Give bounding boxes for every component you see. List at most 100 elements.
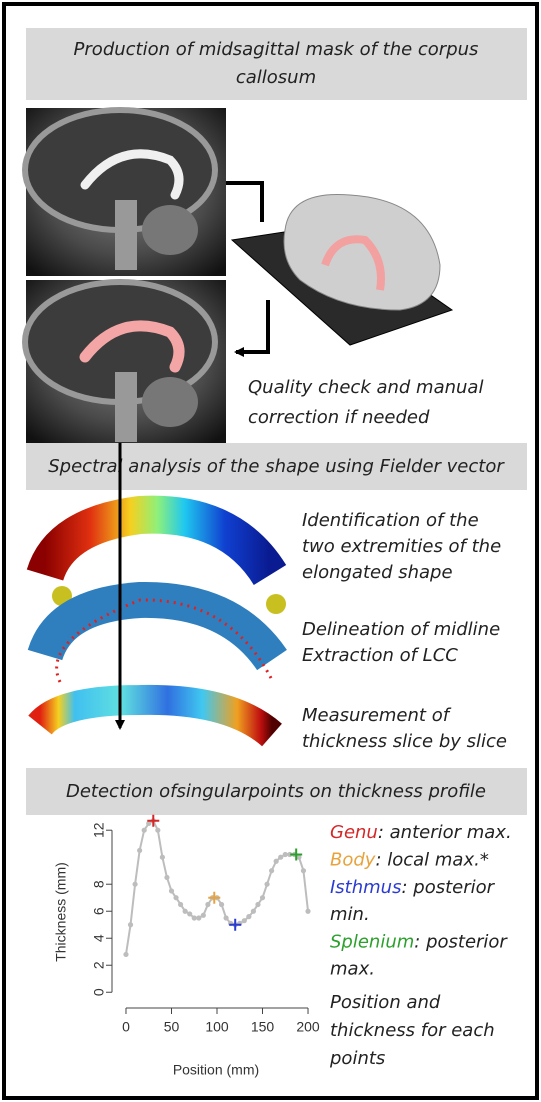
point-name: Body — [330, 850, 376, 871]
singular-point — [290, 848, 303, 861]
legend-entry: Body: local max.* — [330, 850, 489, 871]
profile-point — [182, 908, 188, 914]
point-desc: : anterior max. — [378, 822, 512, 843]
singular-point — [208, 891, 221, 904]
point-desc: max. — [330, 959, 375, 980]
arrow — [234, 300, 270, 357]
text-line: elongated shape — [302, 562, 453, 583]
header-3: Detection ofsingularpoints on thickness … — [66, 781, 486, 802]
profile-point — [223, 915, 229, 921]
singular-point — [147, 814, 160, 827]
point-name: Genu — [330, 822, 378, 843]
text-line: Production of midsagittal mask of the co… — [74, 39, 479, 60]
x-tick-label: 0 — [122, 1019, 130, 1035]
x-tick-label: 200 — [296, 1019, 320, 1035]
profile-point — [146, 820, 152, 827]
cc-midline — [27, 581, 287, 671]
profile-point — [218, 901, 225, 908]
profile-point — [278, 854, 284, 860]
point-desc: : local max.* — [375, 850, 488, 871]
y-axis-label: Thickness (mm) — [53, 862, 69, 962]
profile-point — [196, 915, 202, 921]
header-box — [26, 28, 527, 100]
text-line: thickness slice by slice — [302, 731, 507, 752]
text-line: Extraction of LCC — [302, 645, 458, 666]
text-line: callosum — [236, 67, 316, 88]
thickness-chart: 0 2 4 6 8 12 0 50 100 150 200 Thickness (mm) Positio… — [53, 814, 320, 1078]
profile-point — [127, 922, 134, 928]
x-tick-label: 150 — [251, 1019, 275, 1035]
header-box — [26, 768, 527, 815]
steps: Identification of the two extremities of … — [302, 510, 507, 752]
profile-point — [287, 851, 293, 858]
mri-image — [22, 107, 226, 276]
text-line: points — [329, 1048, 385, 1069]
text-line: Detection ofsingularpoints on thickness … — [66, 781, 486, 802]
text-line: correction if needed — [248, 407, 430, 428]
point-desc: min. — [330, 904, 370, 925]
y-tick-label: 12 — [91, 822, 107, 838]
profile-point — [123, 951, 129, 958]
text-line: thickness for each — [330, 1020, 495, 1041]
point-name: Splenium — [330, 932, 414, 953]
profile-point — [164, 874, 170, 881]
profile-point — [305, 908, 311, 914]
x-tick-label: 100 — [205, 1019, 229, 1035]
profile-point — [205, 901, 211, 908]
profile-point — [300, 868, 307, 874]
profile-point — [137, 847, 143, 854]
profile-point — [250, 908, 257, 914]
legend-entry: Genu: anterior max. — [330, 822, 512, 843]
profile-point — [177, 901, 184, 908]
cc-thickness — [28, 684, 282, 747]
quality-note: Quality check and manual correction if ne… — [248, 377, 483, 428]
y-tick-label: 6 — [91, 907, 107, 915]
text-line: Quality check and manual — [248, 377, 483, 398]
profile-point — [168, 888, 175, 894]
profile-point — [241, 918, 247, 924]
y-tick-label: 8 — [91, 880, 107, 888]
profile-point — [259, 895, 266, 901]
profile-point — [159, 854, 165, 860]
x-axis-label: Position (mm) — [173, 1062, 259, 1078]
profile-point — [173, 895, 179, 901]
y-tick-label: 2 — [91, 961, 107, 969]
text-line: Spectral analysis of the shape using Fie… — [48, 456, 505, 477]
profile-point — [187, 911, 193, 917]
cc-fiedler — [26, 495, 287, 586]
profile-point — [296, 854, 302, 860]
profile-line — [124, 819, 310, 955]
profile-point — [269, 868, 275, 874]
brain-3d — [230, 193, 454, 346]
profile-point — [141, 827, 147, 833]
point-desc: : posterior — [401, 877, 495, 898]
singular-point — [229, 918, 242, 931]
header-1: Production of midsagittal mask of the co… — [74, 39, 479, 88]
profile-point — [264, 881, 270, 887]
profile-point — [155, 827, 161, 833]
legend-text: Genu: anterior max.Body: local max.*Isth… — [329, 822, 512, 1069]
profile-point — [246, 914, 252, 920]
legend-entry: Isthmus: posterior — [330, 877, 496, 898]
arrow — [226, 181, 264, 222]
extremity — [266, 594, 286, 614]
midline — [55, 598, 274, 683]
text-line: Position and — [330, 992, 441, 1013]
text-line: Measurement of — [302, 705, 452, 726]
header-2: Spectral analysis of the shape using Fie… — [48, 456, 505, 477]
y-tick-label: 4 — [91, 934, 107, 942]
mri-image-mask — [22, 279, 226, 443]
header-box — [26, 443, 527, 490]
profile-point — [273, 858, 279, 864]
text-line: Delineation of midline — [302, 619, 500, 640]
text-line: Identification of the — [302, 510, 479, 531]
point-desc: : posterior — [414, 932, 508, 953]
profile-point — [132, 881, 138, 887]
profile-point — [255, 901, 261, 908]
text-line: two extremities of the — [302, 536, 501, 557]
x-tick-label: 50 — [164, 1019, 180, 1035]
profile-point — [191, 915, 197, 921]
point-name: Isthmus — [330, 877, 401, 898]
